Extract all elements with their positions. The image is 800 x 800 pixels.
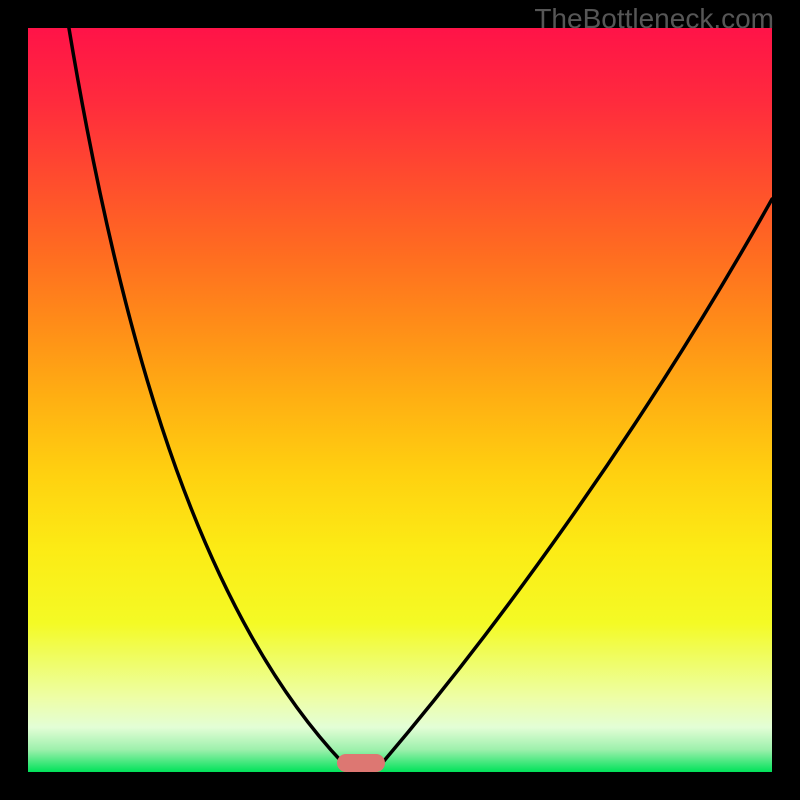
watermark-text: TheBottleneck.com bbox=[534, 3, 774, 35]
chart-container: TheBottleneck.com bbox=[0, 0, 800, 800]
bottleneck-curve bbox=[28, 28, 772, 772]
plot-area bbox=[28, 28, 772, 772]
bottleneck-marker bbox=[337, 754, 385, 772]
